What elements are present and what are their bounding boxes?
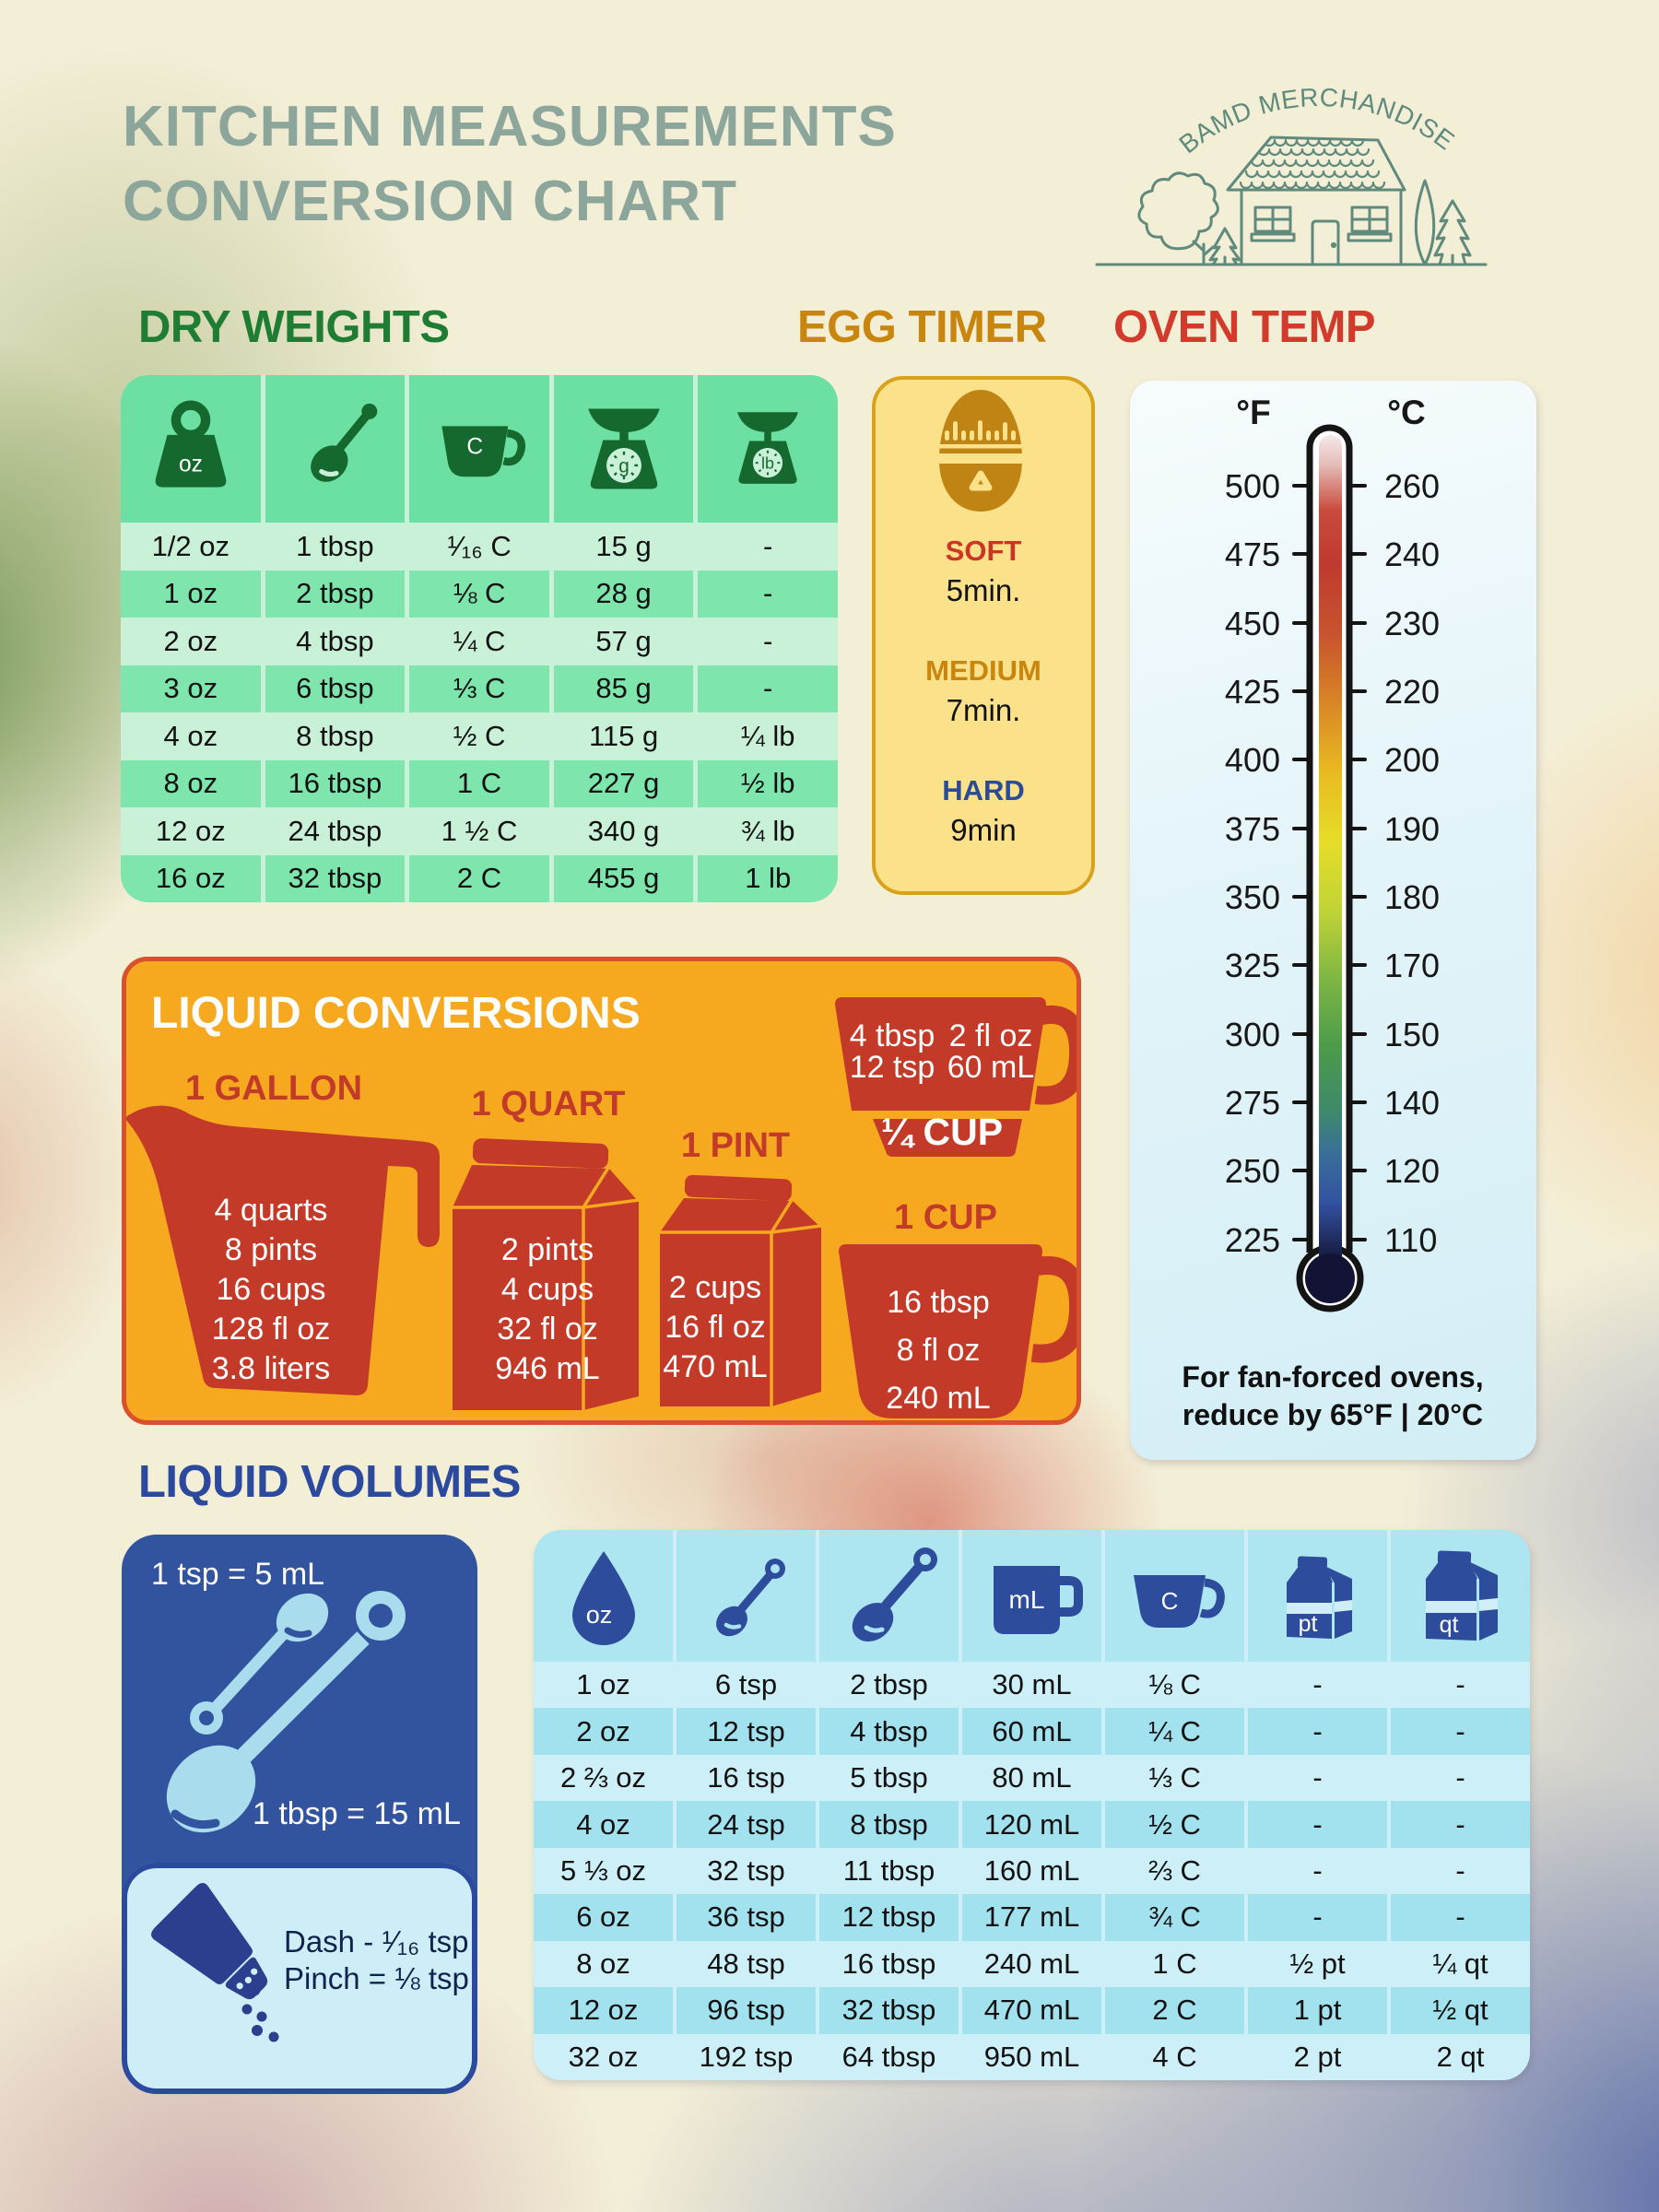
svg-text:120: 120 — [1384, 1152, 1440, 1190]
svg-text:qt: qt — [1439, 1612, 1458, 1638]
svg-text:150: 150 — [1384, 1016, 1440, 1053]
svg-text:475: 475 — [1225, 535, 1280, 573]
svg-text:C: C — [466, 435, 483, 460]
svg-text:140: 140 — [1384, 1084, 1440, 1122]
svg-text:pt: pt — [1298, 1611, 1317, 1637]
svg-text:400: 400 — [1225, 741, 1280, 779]
svg-text:180: 180 — [1384, 878, 1440, 916]
svg-text:375: 375 — [1225, 810, 1280, 848]
svg-text:275: 275 — [1225, 1084, 1280, 1122]
svg-text:lb: lb — [761, 454, 774, 473]
svg-text:240: 240 — [1384, 535, 1440, 573]
svg-text:oz: oz — [585, 1601, 612, 1629]
svg-text:450: 450 — [1225, 605, 1280, 642]
svg-text:C: C — [1160, 1587, 1178, 1615]
svg-text:350: 350 — [1225, 878, 1280, 916]
svg-text:500: 500 — [1225, 467, 1280, 505]
svg-text:mL: mL — [1008, 1585, 1044, 1614]
svg-text:230: 230 — [1384, 605, 1440, 642]
svg-text:325: 325 — [1225, 947, 1280, 984]
svg-text:oz: oz — [179, 453, 203, 477]
svg-text:225: 225 — [1225, 1221, 1280, 1259]
svg-text:425: 425 — [1225, 673, 1280, 711]
svg-text:250: 250 — [1225, 1152, 1280, 1190]
svg-text:220: 220 — [1384, 673, 1440, 711]
svg-text:200: 200 — [1384, 741, 1440, 779]
svg-text:reduce by 65°F | 20°C: reduce by 65°F | 20°C — [1182, 1398, 1483, 1431]
svg-text:BAMD MERCHANDISE: BAMD MERCHANDISE — [1173, 83, 1460, 159]
svg-text:°C: °C — [1387, 394, 1426, 431]
svg-text:190: 190 — [1384, 810, 1440, 848]
svg-text:170: 170 — [1384, 947, 1440, 984]
svg-text:260: 260 — [1384, 467, 1440, 505]
svg-text:300: 300 — [1225, 1016, 1280, 1053]
svg-text:110: 110 — [1384, 1221, 1437, 1259]
svg-text:For fan-forced ovens,: For fan-forced ovens, — [1182, 1360, 1483, 1394]
svg-text:°F: °F — [1236, 394, 1270, 431]
svg-text:g: g — [618, 456, 629, 477]
